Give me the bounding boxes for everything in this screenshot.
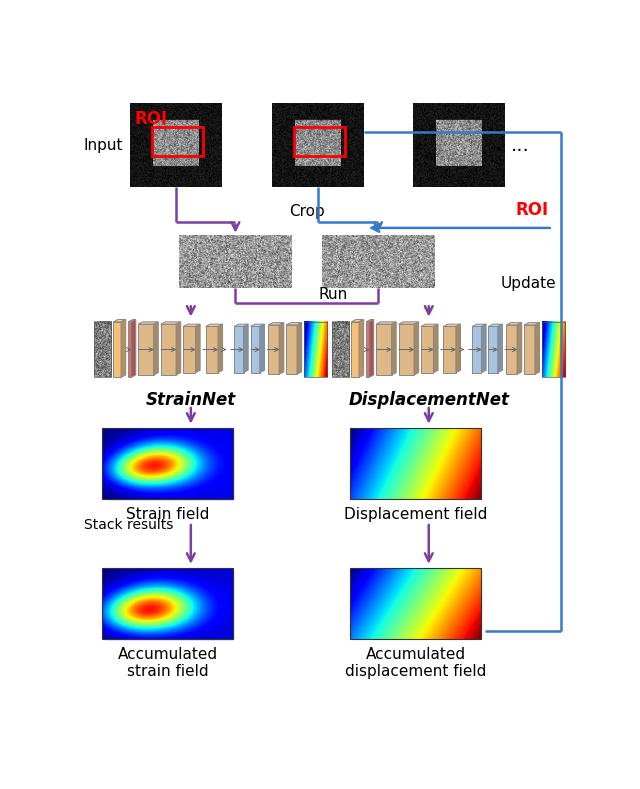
- Text: StrainNet: StrainNet: [146, 391, 236, 409]
- Polygon shape: [128, 322, 131, 377]
- Bar: [94, 322, 111, 377]
- Polygon shape: [535, 323, 540, 374]
- Polygon shape: [481, 324, 486, 372]
- Text: Stack results: Stack results: [84, 518, 173, 532]
- Polygon shape: [517, 323, 522, 374]
- Polygon shape: [244, 324, 248, 372]
- Text: Displacement field: Displacement field: [344, 507, 487, 522]
- Polygon shape: [488, 327, 498, 372]
- Polygon shape: [176, 322, 180, 375]
- Polygon shape: [366, 320, 374, 322]
- Polygon shape: [161, 322, 180, 324]
- Text: DisplacementNet: DisplacementNet: [348, 391, 509, 409]
- Polygon shape: [234, 327, 244, 372]
- Bar: [304, 322, 327, 377]
- Polygon shape: [498, 324, 502, 372]
- Polygon shape: [268, 323, 284, 325]
- Polygon shape: [472, 324, 486, 327]
- Polygon shape: [376, 324, 392, 375]
- Polygon shape: [444, 324, 461, 327]
- Polygon shape: [138, 324, 154, 375]
- Polygon shape: [183, 324, 200, 327]
- Polygon shape: [297, 323, 301, 374]
- Bar: [102, 568, 234, 639]
- Polygon shape: [472, 327, 481, 372]
- Polygon shape: [359, 320, 364, 377]
- Bar: [294, 127, 345, 156]
- Bar: [108, 573, 234, 639]
- Polygon shape: [113, 322, 121, 377]
- Polygon shape: [260, 324, 264, 372]
- Polygon shape: [524, 325, 535, 374]
- Polygon shape: [279, 323, 284, 374]
- Bar: [332, 322, 349, 377]
- Polygon shape: [399, 324, 414, 375]
- Polygon shape: [366, 322, 369, 377]
- Polygon shape: [268, 325, 279, 374]
- Text: Crop: Crop: [289, 204, 324, 219]
- Text: Input: Input: [84, 138, 124, 153]
- Polygon shape: [183, 327, 195, 372]
- Polygon shape: [234, 324, 248, 327]
- Polygon shape: [392, 322, 396, 375]
- Bar: [542, 322, 565, 377]
- Polygon shape: [128, 320, 136, 322]
- Polygon shape: [250, 327, 260, 372]
- Polygon shape: [444, 327, 456, 372]
- Polygon shape: [414, 322, 419, 375]
- Polygon shape: [286, 325, 297, 374]
- Polygon shape: [399, 322, 419, 324]
- Polygon shape: [421, 327, 433, 372]
- Polygon shape: [161, 324, 176, 375]
- Polygon shape: [421, 324, 438, 327]
- Polygon shape: [205, 324, 223, 327]
- Polygon shape: [506, 325, 517, 374]
- Polygon shape: [506, 323, 522, 325]
- Polygon shape: [113, 320, 125, 322]
- Bar: [152, 127, 204, 156]
- Bar: [105, 431, 234, 499]
- Polygon shape: [250, 324, 264, 327]
- Text: Accumulated
strain field: Accumulated strain field: [118, 647, 218, 679]
- Polygon shape: [131, 320, 136, 377]
- Polygon shape: [351, 322, 359, 377]
- Text: Strain field: Strain field: [126, 507, 209, 522]
- Bar: [349, 428, 481, 499]
- Polygon shape: [456, 324, 461, 372]
- Polygon shape: [195, 324, 200, 372]
- Polygon shape: [205, 327, 218, 372]
- Bar: [105, 570, 234, 639]
- Polygon shape: [138, 322, 158, 324]
- Bar: [102, 428, 234, 499]
- Bar: [108, 432, 234, 499]
- Polygon shape: [376, 322, 396, 324]
- Polygon shape: [524, 323, 540, 325]
- Polygon shape: [351, 320, 364, 322]
- Polygon shape: [488, 324, 502, 327]
- Text: ROI: ROI: [516, 200, 549, 219]
- Polygon shape: [218, 324, 223, 372]
- Polygon shape: [433, 324, 438, 372]
- Polygon shape: [369, 320, 374, 377]
- Text: Update: Update: [501, 276, 557, 291]
- Polygon shape: [154, 322, 158, 375]
- Polygon shape: [121, 320, 125, 377]
- Text: Run: Run: [318, 287, 348, 302]
- Text: Accumulated
displacement field: Accumulated displacement field: [345, 647, 486, 679]
- Bar: [349, 568, 481, 639]
- Polygon shape: [286, 323, 301, 325]
- Text: ...: ...: [511, 136, 530, 155]
- Text: ROI: ROI: [134, 110, 168, 128]
